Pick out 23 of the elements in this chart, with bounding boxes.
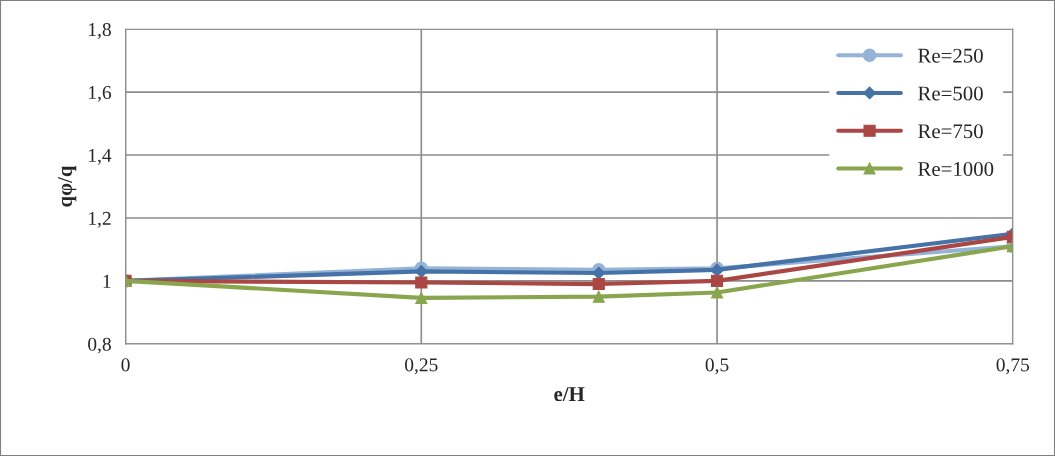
point — [710, 286, 724, 299]
y-axis-title: qφ/q — [58, 165, 77, 207]
y-tick-label: 1,8 — [89, 23, 111, 39]
point — [415, 276, 428, 289]
point — [710, 274, 724, 287]
point — [414, 265, 428, 278]
y-tick-label: 1,4 — [89, 148, 112, 165]
x-tick-label: 0,25 — [405, 358, 438, 375]
y-tick-label: 1,2 — [89, 211, 111, 228]
legend-label: Re=500 — [918, 86, 983, 101]
x-tick-label: 0,5 — [705, 358, 729, 375]
legend-label: Re=250 — [918, 48, 983, 63]
y-tick-label: 1 — [103, 274, 111, 288]
x-tick-label: 0,75 — [996, 358, 1030, 375]
legend-label: Re=1000 — [918, 161, 994, 177]
x-axis-title: e/H — [554, 387, 585, 402]
point — [592, 277, 605, 291]
y-tick-label: 0,8 — [88, 337, 111, 354]
point — [415, 291, 428, 304]
y-tick-label: 1,6 — [89, 85, 112, 102]
x-tick-label: 0 — [121, 358, 130, 372]
point — [592, 290, 605, 303]
legend-label: Re=750 — [918, 124, 983, 139]
